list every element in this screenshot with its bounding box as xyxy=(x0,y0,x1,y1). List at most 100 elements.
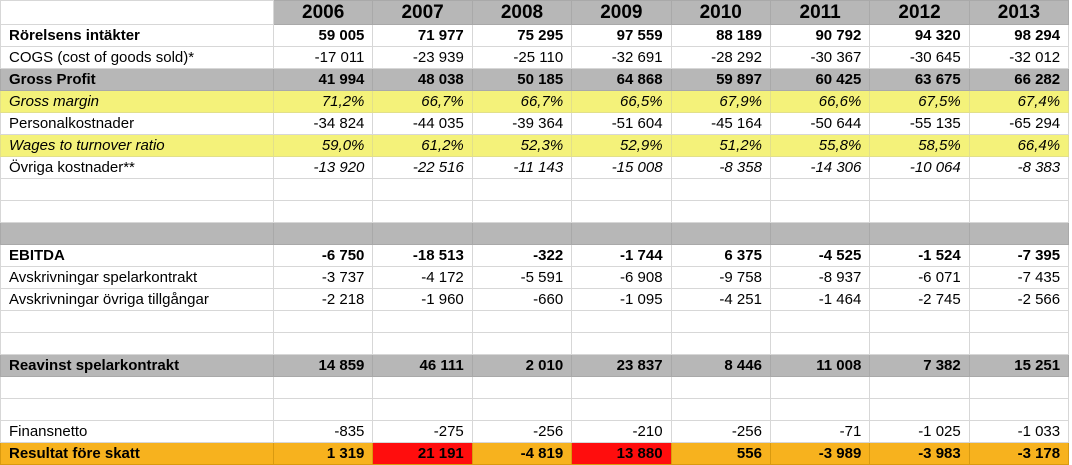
cell-value: 64 868 xyxy=(571,68,672,91)
table-row-depreciation-other-assets: Avskrivningar övriga tillgångar -2 218 -… xyxy=(0,288,1070,311)
cell-value: -44 035 xyxy=(372,112,473,135)
cell-value: 97 559 xyxy=(571,24,672,47)
cell-value: -10 064 xyxy=(869,156,970,179)
cell-value: -1 464 xyxy=(769,288,871,311)
cell-value: 15 251 xyxy=(968,354,1070,377)
cell-value: -1 960 xyxy=(372,288,473,311)
cell-value: -55 135 xyxy=(869,112,970,135)
year-header: 2013 xyxy=(968,0,1070,25)
year-header: 2008 xyxy=(471,0,573,25)
cell-value: -322 xyxy=(471,244,573,267)
cell-value: 61,2% xyxy=(372,134,473,157)
cell-value: -8 358 xyxy=(670,156,771,179)
cell-value: 58,5% xyxy=(869,134,970,157)
cell-value: -11 143 xyxy=(471,156,573,179)
cell-value: -1 025 xyxy=(869,420,970,443)
cell-value: 2 010 xyxy=(471,354,573,377)
table-row-gross-profit: Gross Profit 41 994 48 038 50 185 64 868… xyxy=(0,68,1070,91)
empty-row xyxy=(0,178,1070,201)
cell-value: 23 837 xyxy=(571,354,672,377)
cell-value: 66,7% xyxy=(372,90,473,113)
cell-value: 50 185 xyxy=(471,68,573,91)
cell-value: -32 691 xyxy=(571,46,672,69)
row-label: Finansnetto xyxy=(0,420,274,443)
cell-value: -3 983 xyxy=(869,442,970,465)
cell-value: -17 011 xyxy=(272,46,374,69)
cell-value: -7 435 xyxy=(968,266,1070,289)
cell-value: -8 383 xyxy=(968,156,1070,179)
table-row-wages-ratio: Wages to turnover ratio 59,0% 61,2% 52,3… xyxy=(0,134,1070,157)
cell-value: 55,8% xyxy=(769,134,871,157)
cell-value: -6 750 xyxy=(272,244,374,267)
cell-value: -835 xyxy=(272,420,374,443)
cell-value: 59 897 xyxy=(670,68,771,91)
cell-value: -45 164 xyxy=(670,112,771,135)
cell-value: -18 513 xyxy=(372,244,473,267)
cell-value: 67,5% xyxy=(869,90,970,113)
cell-value-highlighted: 21 191 xyxy=(372,442,473,465)
row-label: Wages to turnover ratio xyxy=(0,134,274,157)
year-header: 2009 xyxy=(571,0,672,25)
cell-value: -660 xyxy=(471,288,573,311)
row-label: Övriga kostnader** xyxy=(0,156,274,179)
cell-value: -2 566 xyxy=(968,288,1070,311)
cell-value: 1 319 xyxy=(272,442,374,465)
cell-value: -30 645 xyxy=(869,46,970,69)
cell-value: -3 178 xyxy=(968,442,1070,465)
cell-value: 75 295 xyxy=(471,24,573,47)
row-label: Avskrivningar övriga tillgångar xyxy=(0,288,274,311)
cell-value: -14 306 xyxy=(769,156,871,179)
cell-value: 7 382 xyxy=(869,354,970,377)
cell-value: 14 859 xyxy=(272,354,374,377)
table-row-other-costs: Övriga kostnader** -13 920 -22 516 -11 1… xyxy=(0,156,1070,179)
cell-value: -2 218 xyxy=(272,288,374,311)
cell-value: -275 xyxy=(372,420,473,443)
table-row-result-before-tax: Resultat före skatt 1 319 21 191 -4 819 … xyxy=(0,442,1070,465)
cell-value: 98 294 xyxy=(968,24,1070,47)
cell-value: -50 644 xyxy=(769,112,871,135)
year-header: 2006 xyxy=(272,0,374,25)
cell-value: 11 008 xyxy=(769,354,871,377)
cell-value: 46 111 xyxy=(372,354,473,377)
cell-value: -28 292 xyxy=(670,46,771,69)
cell-value: -34 824 xyxy=(272,112,374,135)
cell-value: -2 745 xyxy=(869,288,970,311)
table-row-cogs: COGS (cost of goods sold)* -17 011 -23 9… xyxy=(0,46,1070,69)
cell-value: -1 744 xyxy=(571,244,672,267)
cell-value: 66 282 xyxy=(968,68,1070,91)
row-label: Avskrivningar spelarkontrakt xyxy=(0,266,274,289)
table-row-net-financial: Finansnetto -835 -275 -256 -210 -256 -71… xyxy=(0,420,1070,443)
cell-value: -22 516 xyxy=(372,156,473,179)
cell-value: -1 033 xyxy=(968,420,1070,443)
cell-value: 88 189 xyxy=(670,24,771,47)
empty-row xyxy=(0,310,1070,333)
cell-value: -5 591 xyxy=(471,266,573,289)
cell-value: -3 989 xyxy=(769,442,871,465)
row-label: Personalkostnader xyxy=(0,112,274,135)
cell-value-highlighted: 13 880 xyxy=(571,442,672,465)
cell-value: -30 367 xyxy=(769,46,871,69)
cell-value: 556 xyxy=(670,442,771,465)
table-row-revenue: Rörelsens intäkter 59 005 71 977 75 295 … xyxy=(0,24,1070,47)
cell-value: 66,7% xyxy=(471,90,573,113)
cell-value: -65 294 xyxy=(968,112,1070,135)
year-header: 2012 xyxy=(869,0,970,25)
cell-value: -32 012 xyxy=(968,46,1070,69)
cell-value: 52,9% xyxy=(571,134,672,157)
cell-value: -6 908 xyxy=(571,266,672,289)
cell-value: 48 038 xyxy=(372,68,473,91)
header-corner xyxy=(0,0,274,25)
row-label: COGS (cost of goods sold)* xyxy=(0,46,274,69)
cell-value: -51 604 xyxy=(571,112,672,135)
cell-value: 52,3% xyxy=(471,134,573,157)
table-row-personnel-costs: Personalkostnader -34 824 -44 035 -39 36… xyxy=(0,112,1070,135)
cell-value: -4 525 xyxy=(769,244,871,267)
empty-row xyxy=(0,398,1070,421)
cell-value: 71,2% xyxy=(272,90,374,113)
cell-value: -4 251 xyxy=(670,288,771,311)
cell-value: -13 920 xyxy=(272,156,374,179)
cell-value: -39 364 xyxy=(471,112,573,135)
cell-value: 66,4% xyxy=(968,134,1070,157)
